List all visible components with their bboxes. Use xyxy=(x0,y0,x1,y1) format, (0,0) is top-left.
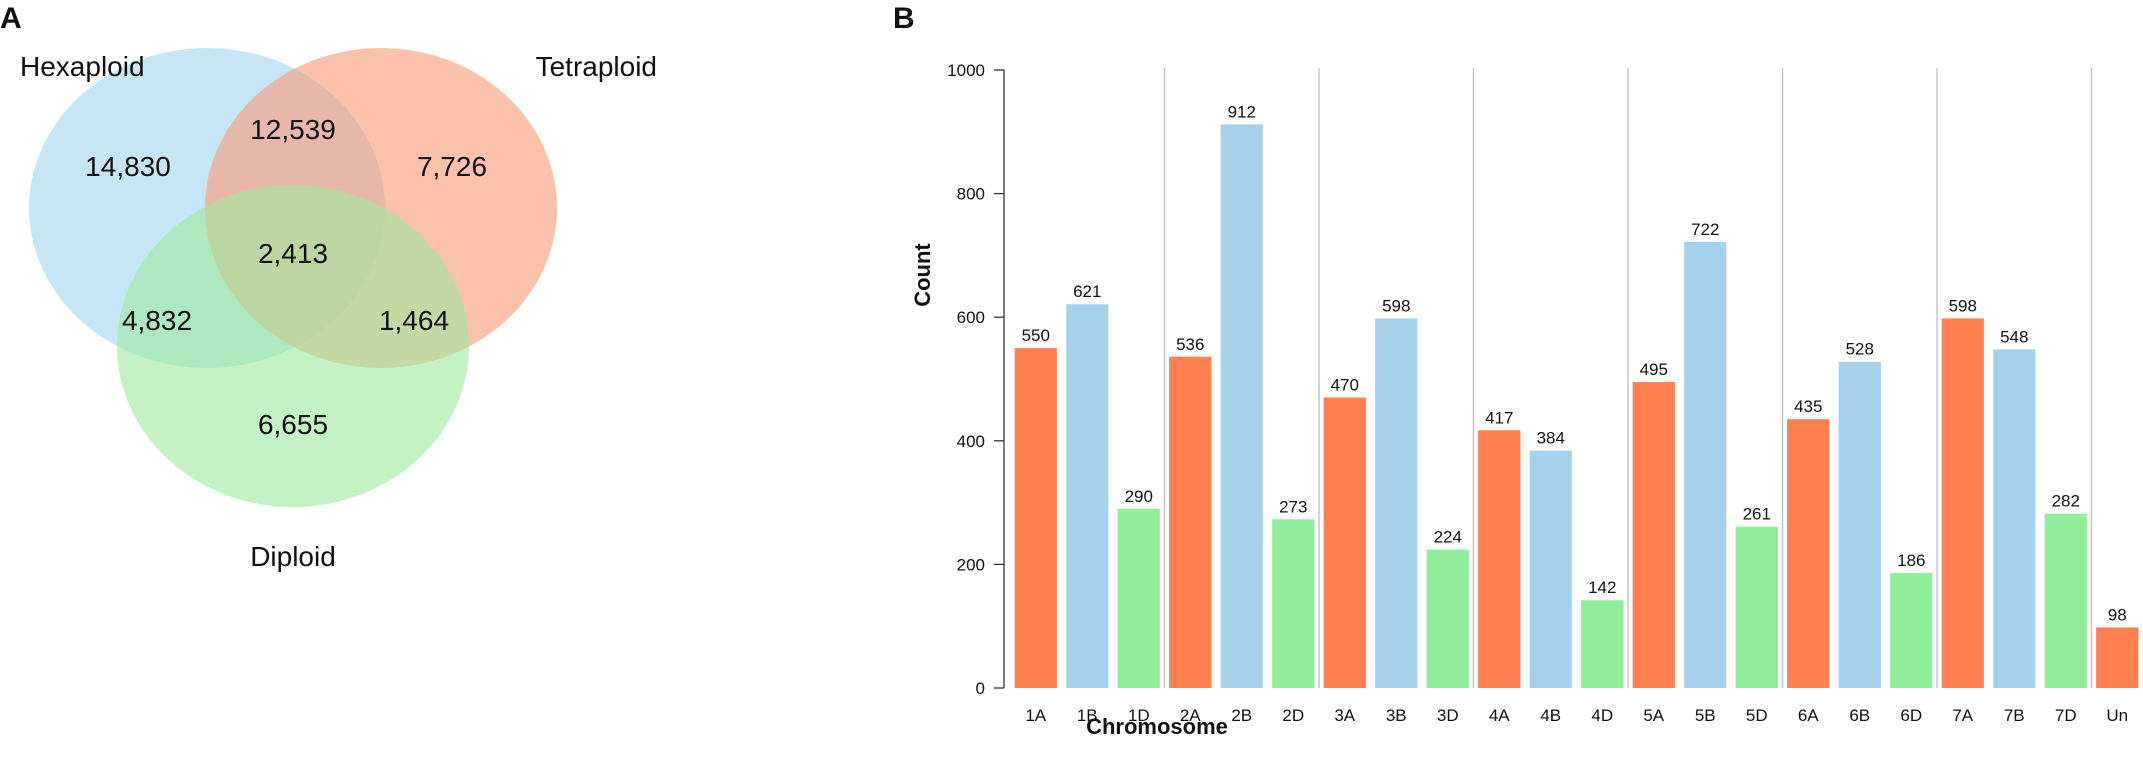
bar-5b xyxy=(1684,241,1727,688)
bar-4b xyxy=(1529,450,1572,688)
venn-region-all: 2,413 xyxy=(258,238,328,269)
x-tick-label-5a: 5A xyxy=(1643,706,1664,725)
bars xyxy=(1014,124,2139,688)
bar-7d xyxy=(2044,513,2087,688)
x-tick-label-3b: 3B xyxy=(1386,706,1407,725)
y-tick-label: 200 xyxy=(957,555,985,574)
group-separators xyxy=(1163,68,2093,688)
bar-6b xyxy=(1838,361,1881,688)
bar-label-1d: 290 xyxy=(1125,487,1153,506)
x-tick-label-4d: 4D xyxy=(1591,706,1613,725)
bar-label-3a: 470 xyxy=(1331,376,1359,395)
x-tick-label-6b: 6B xyxy=(1849,706,1870,725)
bar-label-5b: 722 xyxy=(1691,220,1719,239)
x-tick-label-1d: 1D xyxy=(1128,706,1150,725)
venn-set-diploid xyxy=(117,185,469,507)
x-tick-label-2d: 2D xyxy=(1282,706,1304,725)
venn-region-diploid-only: 6,655 xyxy=(258,409,328,440)
bar-value-labels: 550 621 290 536 912 273 470 598 224 417 384 142 495 7… xyxy=(1022,102,2127,624)
bar-7b xyxy=(1993,349,2036,688)
bar-2b xyxy=(1220,124,1263,688)
venn-region-hexaploid-only: 14,830 xyxy=(85,151,171,182)
venn-region-hexaploid-tetraploid: 12,539 xyxy=(250,114,336,145)
bar-label-2b: 912 xyxy=(1228,102,1256,121)
x-tick-label-4a: 4A xyxy=(1489,706,1510,725)
y-tick-label: 800 xyxy=(957,185,985,204)
bar-7a xyxy=(1941,318,1984,688)
bar-5d xyxy=(1735,526,1778,688)
x-tick-label-6a: 6A xyxy=(1798,706,1819,725)
bar-label-6a: 435 xyxy=(1794,397,1822,416)
bar-label-7d: 282 xyxy=(2052,492,2080,511)
bar-label-5a: 495 xyxy=(1640,360,1668,379)
bar-label-un: 98 xyxy=(2108,605,2127,624)
bar-6a xyxy=(1787,419,1830,688)
bar-1a xyxy=(1014,348,1057,688)
bar-6d xyxy=(1890,573,1933,688)
x-tick-label-5b: 5B xyxy=(1695,706,1716,725)
venn-label-tetraploid: Tetraploid xyxy=(536,51,657,82)
bar-label-1b: 621 xyxy=(1073,282,1101,301)
x-tick-label-6d: 6D xyxy=(1900,706,1922,725)
bar-1b xyxy=(1066,304,1109,688)
x-tick-label-7a: 7A xyxy=(1952,706,1973,725)
bar-label-5d: 261 xyxy=(1743,505,1771,524)
bar-label-6d: 186 xyxy=(1897,551,1925,570)
bar-label-2a: 536 xyxy=(1176,335,1204,354)
x-axis-title: Chromosome xyxy=(1086,714,1228,739)
y-tick-label: 600 xyxy=(957,308,985,327)
bar-2d xyxy=(1272,519,1315,688)
x-tick-label-2b: 2B xyxy=(1231,706,1252,725)
x-tick-label-7d: 7D xyxy=(2055,706,2077,725)
x-tick-label-1a: 1A xyxy=(1025,706,1046,725)
venn-region-tetraploid-only: 7,726 xyxy=(417,151,487,182)
x-tick-label-2a: 2A xyxy=(1180,706,1201,725)
y-axis-title: Count xyxy=(910,243,935,307)
x-tick-label-1b: 1B xyxy=(1077,706,1098,725)
venn-diagram: Hexaploid Tetraploid Diploid 14,830 12,5… xyxy=(20,48,657,572)
bar-3b xyxy=(1375,318,1418,688)
x-tick-label-7b: 7B xyxy=(2004,706,2025,725)
venn-label-diploid: Diploid xyxy=(250,541,336,572)
venn-region-tetraploid-diploid: 1,464 xyxy=(379,305,449,336)
bar-1d xyxy=(1117,508,1160,688)
bar-label-7b: 548 xyxy=(2000,327,2028,346)
bar-label-4d: 142 xyxy=(1588,578,1616,597)
bar-label-7a: 598 xyxy=(1949,296,1977,315)
x-tick-label-3d: 3D xyxy=(1437,706,1459,725)
panel-label-a: A xyxy=(0,2,22,35)
bar-label-3d: 224 xyxy=(1434,528,1462,547)
bar-un xyxy=(2096,627,2139,688)
x-tick-label-4b: 4B xyxy=(1540,706,1561,725)
bar-label-3b: 598 xyxy=(1382,296,1410,315)
y-tick-label: 0 xyxy=(976,679,985,698)
bar-label-1a: 550 xyxy=(1022,326,1050,345)
x-tick-label-3a: 3A xyxy=(1334,706,1355,725)
bar-5a xyxy=(1632,382,1675,688)
y-tick-label: 1000 xyxy=(947,61,985,80)
bar-label-2d: 273 xyxy=(1279,497,1307,516)
bar-label-6b: 528 xyxy=(1846,340,1874,359)
x-tick-labels: 1A 1B 1D 2A 2B 2D 3A 3B 3D 4A 4B 4D 5A 5B 5D 6A 6B 6D 7A 7B… xyxy=(1025,706,2128,725)
x-tick-label-5d: 5D xyxy=(1746,706,1768,725)
bar-4a xyxy=(1478,430,1521,688)
bar-3d xyxy=(1426,549,1469,688)
y-axis: 0 200 400 600 800 1000 xyxy=(947,61,1005,698)
venn-label-hexaploid: Hexaploid xyxy=(20,51,145,82)
bar-2a xyxy=(1169,356,1212,688)
y-tick-label: 400 xyxy=(957,432,985,451)
bar-label-4b: 384 xyxy=(1537,429,1565,448)
x-tick-label-un: Un xyxy=(2106,706,2128,725)
bar-4d xyxy=(1581,600,1624,688)
bar-3a xyxy=(1323,397,1366,688)
bar-label-4a: 417 xyxy=(1485,408,1513,427)
venn-region-hexaploid-diploid: 4,832 xyxy=(122,305,192,336)
panel-label-b: B xyxy=(893,2,915,35)
